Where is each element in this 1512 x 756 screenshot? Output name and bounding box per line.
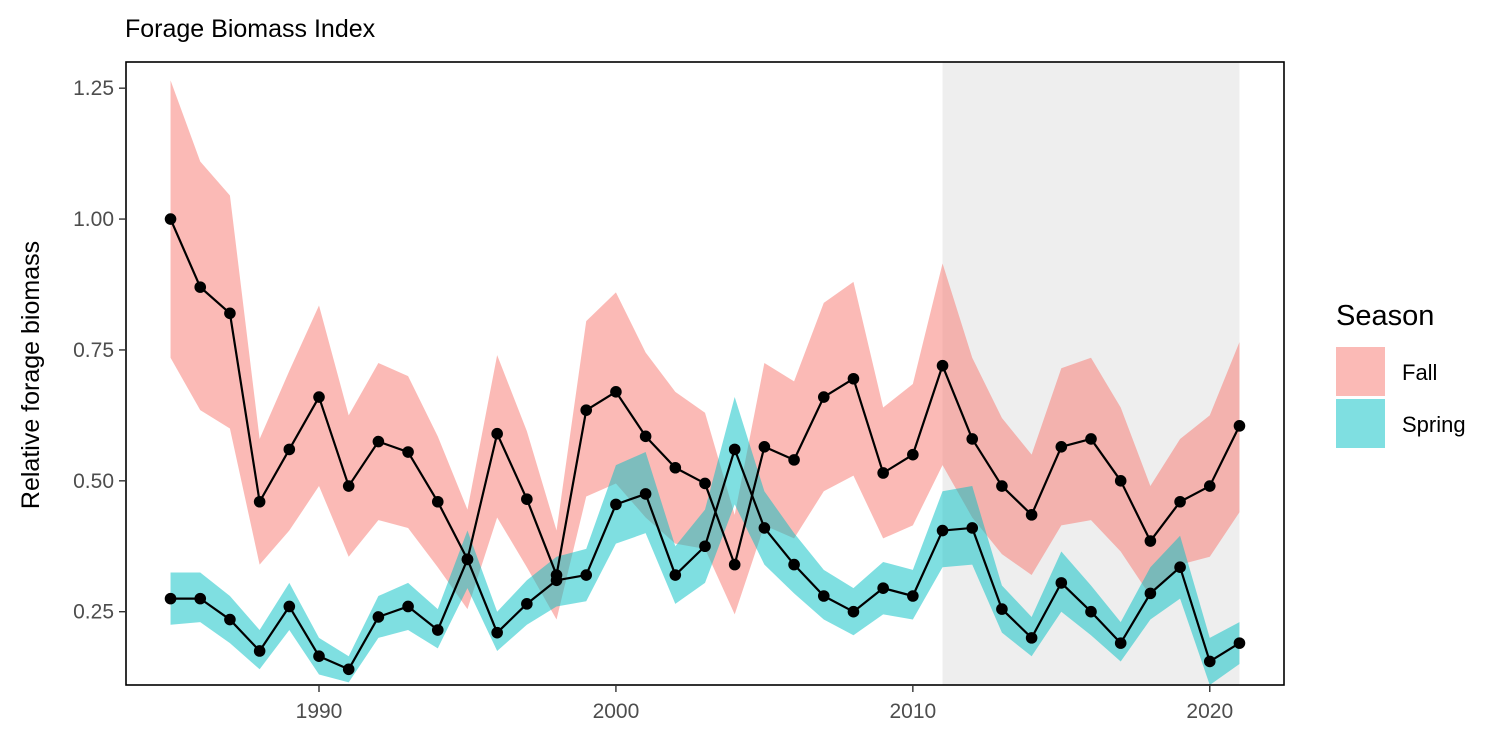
data-point-fall	[907, 448, 919, 461]
ribbon-fall	[170, 80, 1240, 620]
data-point-spring	[1114, 637, 1127, 649]
x-tick-label: 1990	[296, 700, 343, 723]
data-point-spring	[1203, 655, 1216, 668]
data-point-fall	[699, 477, 711, 490]
data-point-fall	[521, 493, 533, 505]
data-point-spring	[1233, 637, 1246, 649]
y-tick-label: 0.75	[73, 339, 114, 362]
y-tick-label: 1.00	[73, 208, 114, 231]
data-point-spring	[372, 611, 385, 623]
data-point-spring	[342, 663, 355, 676]
data-point-fall	[491, 427, 503, 440]
data-point-fall	[1025, 509, 1038, 521]
data-point-fall	[194, 281, 207, 293]
data-point-spring	[194, 592, 207, 605]
data-point-fall	[224, 307, 236, 320]
data-point-spring	[283, 600, 296, 613]
data-point-spring	[1144, 587, 1157, 600]
data-point-fall	[1203, 480, 1216, 492]
y-tick-label: 0.50	[73, 470, 114, 493]
data-point-fall	[639, 430, 652, 443]
data-point-fall	[164, 213, 177, 225]
legend: Season Fall Spring	[1336, 300, 1466, 448]
data-point-spring	[253, 645, 266, 657]
data-point-spring	[966, 522, 979, 534]
data-point-spring	[491, 626, 503, 639]
legend-label-fall: Fall	[1402, 360, 1437, 385]
data-point-spring	[936, 524, 949, 537]
data-point-fall	[877, 467, 889, 479]
data-point-spring	[1055, 577, 1068, 589]
data-point-fall	[1174, 495, 1186, 508]
data-point-fall	[758, 440, 771, 453]
data-point-spring	[431, 624, 444, 636]
data-point-spring	[758, 522, 771, 534]
data-point-fall	[966, 433, 979, 445]
data-point-fall	[996, 480, 1008, 492]
data-point-spring	[164, 592, 177, 605]
x-tick-label: 2010	[889, 700, 936, 723]
data-point-spring	[550, 574, 563, 587]
data-point-spring	[699, 540, 711, 553]
legend-title: Season	[1336, 300, 1434, 332]
legend-key-spring	[1336, 399, 1385, 448]
data-point-fall	[728, 558, 741, 571]
panel-border	[125, 61, 1285, 686]
data-point-fall	[1085, 433, 1097, 445]
data-point-fall	[283, 443, 296, 456]
data-point-spring	[224, 613, 236, 626]
data-point-spring	[521, 598, 533, 610]
y-axis-title: Relative forage biomass	[17, 241, 45, 509]
data-point-spring	[817, 590, 830, 602]
data-point-spring	[610, 498, 622, 511]
data-point-spring	[788, 558, 800, 571]
data-point-fall	[847, 372, 860, 385]
data-point-fall	[936, 359, 949, 372]
plot-area: 0.25 0.50 0.75 1.00 1.25 1990 2000 2010 2020	[73, 61, 1285, 723]
data-point-fall	[610, 386, 622, 398]
data-point-fall	[342, 480, 355, 492]
y-tick-label: 0.25	[73, 601, 114, 624]
data-point-fall	[1233, 420, 1246, 432]
data-point-fall	[402, 446, 414, 458]
x-tick-label: 2020	[1186, 700, 1233, 723]
data-point-spring	[1085, 605, 1097, 618]
data-point-fall	[253, 495, 266, 508]
data-point-fall	[313, 391, 325, 403]
data-point-fall	[1114, 475, 1127, 487]
data-point-spring	[461, 553, 474, 566]
data-point-spring	[877, 582, 889, 594]
data-point-spring	[669, 569, 682, 581]
data-point-spring	[313, 650, 325, 663]
data-point-spring	[907, 590, 919, 602]
data-point-spring	[1174, 561, 1186, 574]
data-point-spring	[580, 569, 593, 581]
data-point-spring	[996, 603, 1008, 615]
legend-label-spring: Spring	[1402, 412, 1466, 437]
x-tick-label: 2000	[593, 700, 640, 723]
data-point-spring	[402, 600, 414, 613]
data-point-fall	[1055, 440, 1068, 453]
data-point-fall	[817, 391, 830, 403]
data-point-spring	[1025, 632, 1038, 644]
data-point-fall	[580, 404, 593, 416]
data-point-fall	[788, 454, 800, 466]
chart-title: Forage Biomass Index	[125, 15, 376, 43]
data-point-fall	[372, 435, 385, 448]
data-point-fall	[669, 461, 682, 474]
data-point-spring	[728, 443, 741, 456]
legend-key-fall	[1336, 347, 1385, 396]
data-point-fall	[1144, 535, 1157, 547]
data-point-spring	[847, 605, 860, 618]
y-tick-label: 1.25	[73, 77, 114, 100]
data-point-fall	[431, 495, 444, 508]
data-point-spring	[639, 488, 652, 500]
